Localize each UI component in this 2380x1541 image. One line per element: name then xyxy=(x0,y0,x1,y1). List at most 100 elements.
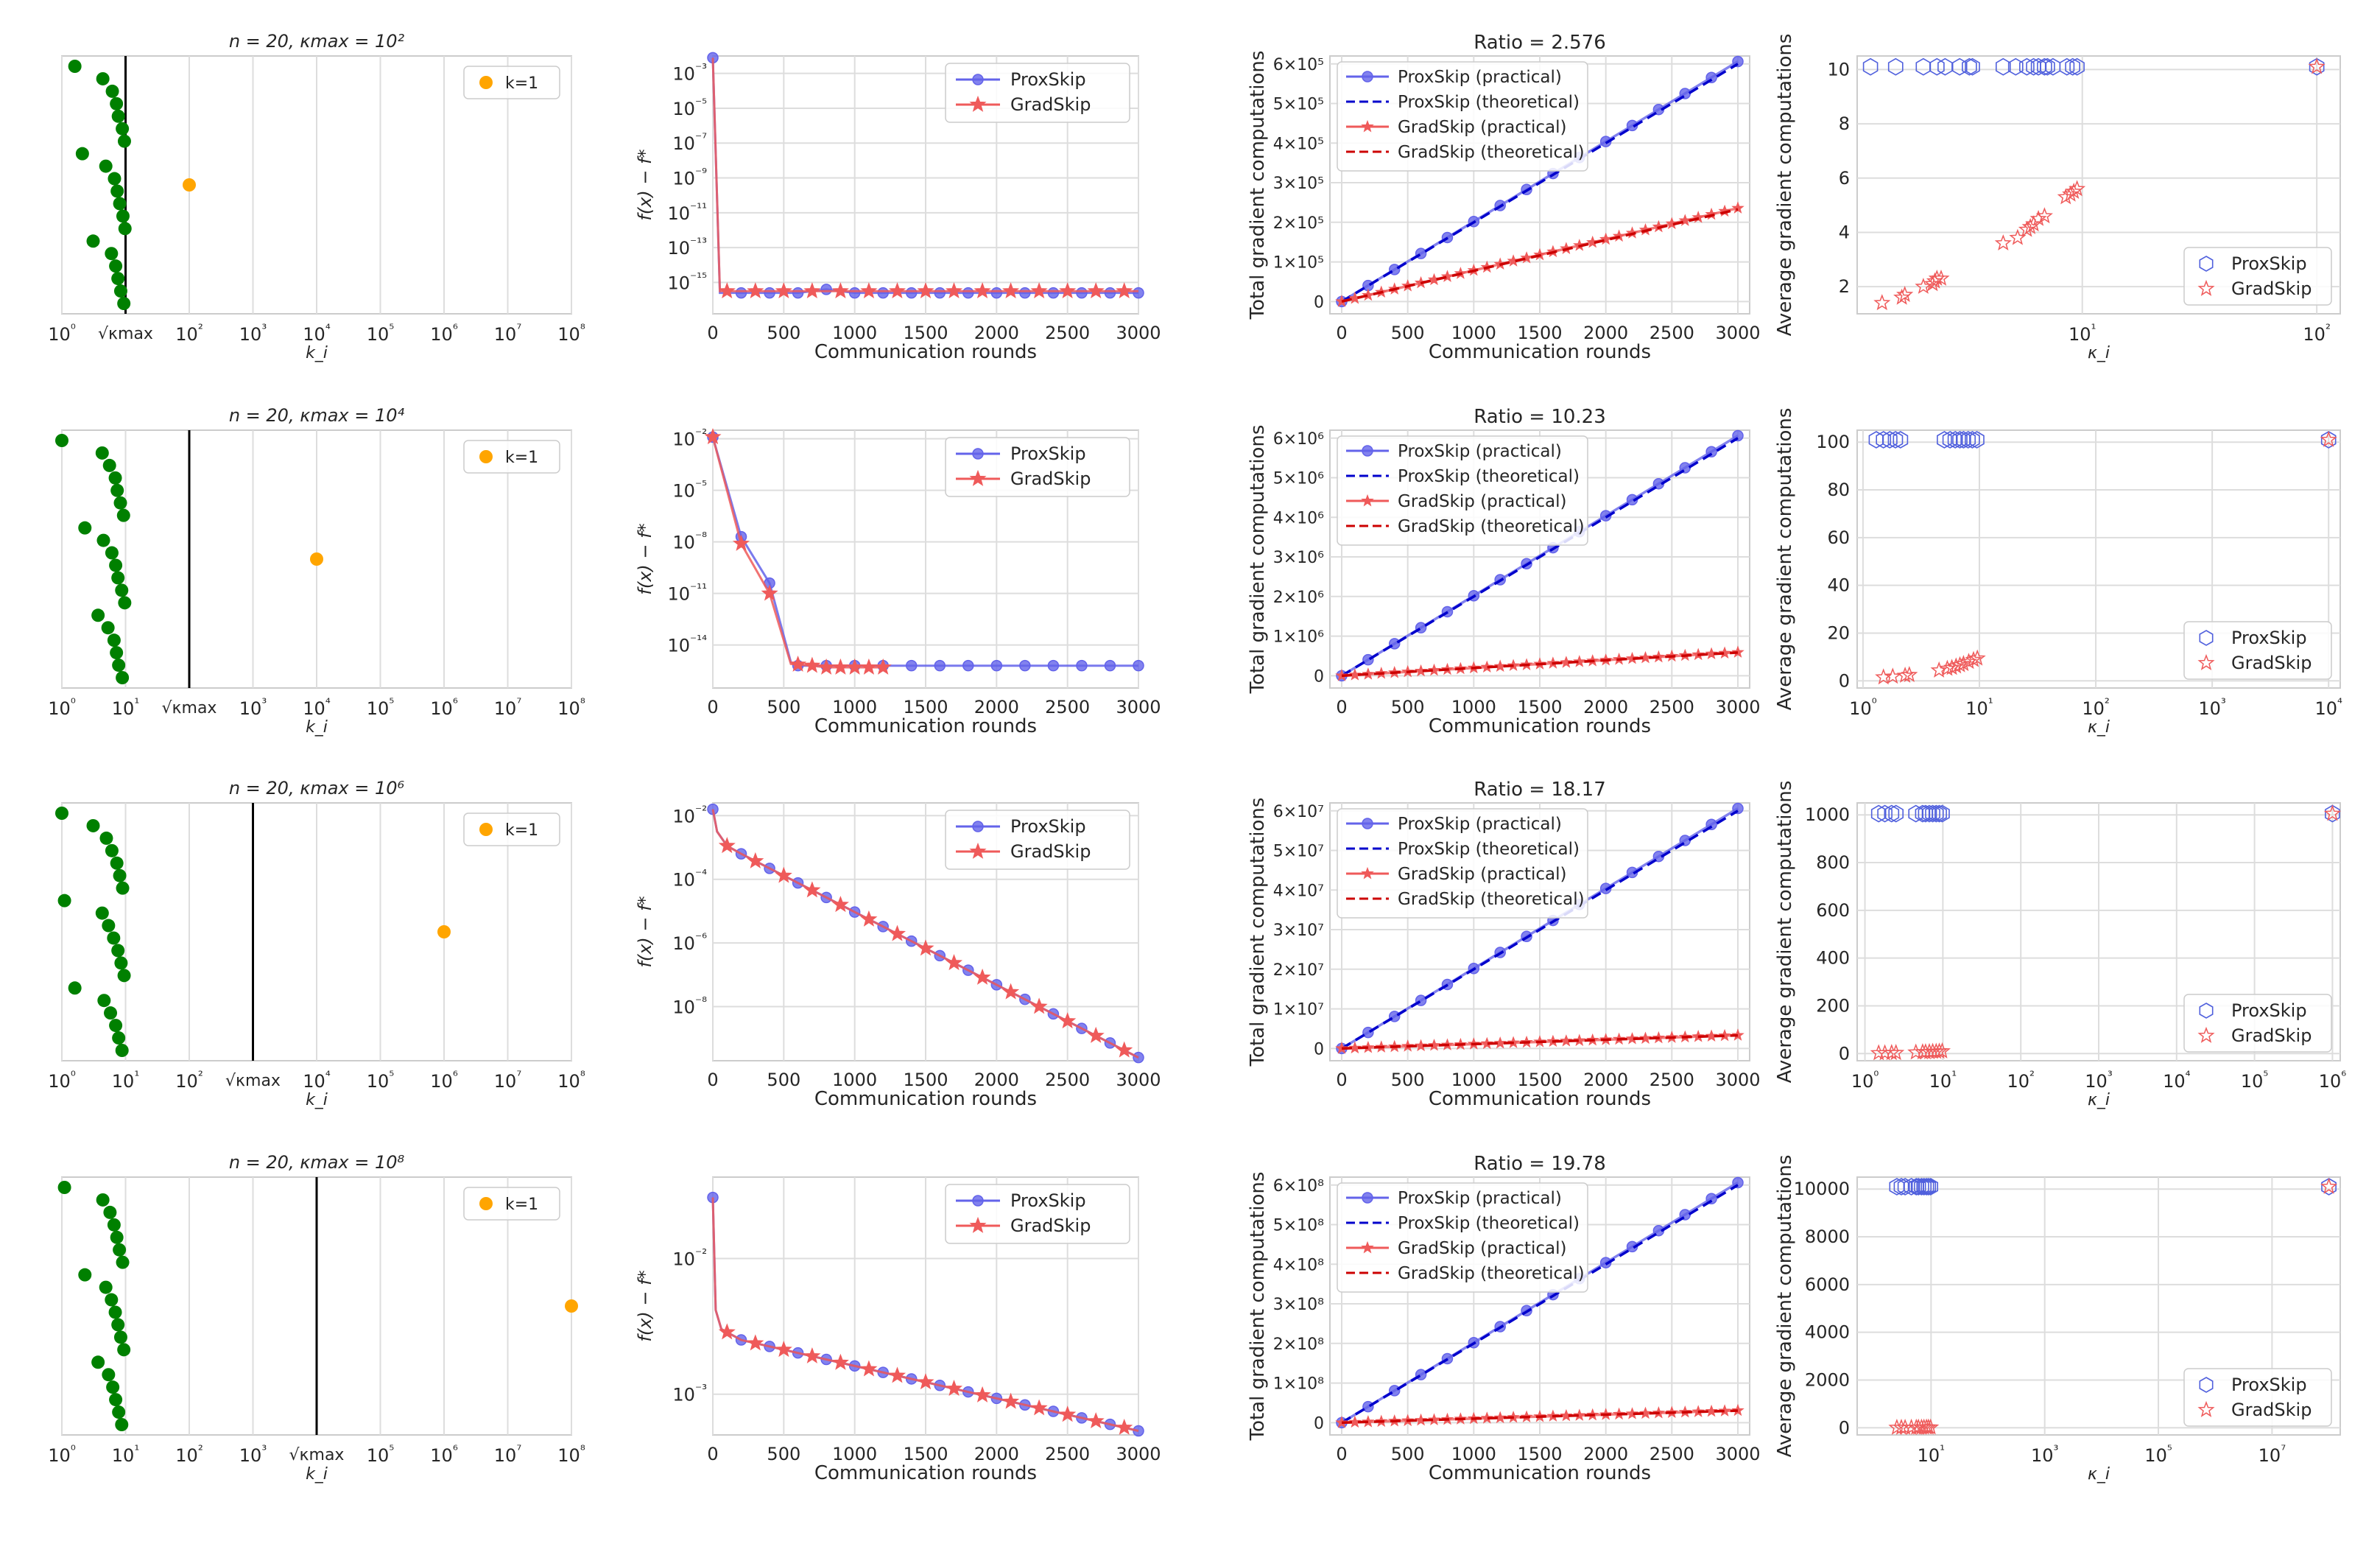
tick-label: 6×10⁷ xyxy=(1273,803,1324,821)
tick-label: 3000 xyxy=(1116,1070,1161,1090)
legend-marker xyxy=(969,95,987,112)
kappa-point xyxy=(105,247,119,261)
tick-label: 10⁻² xyxy=(672,804,707,826)
series-marker xyxy=(1705,1029,1718,1042)
tick-label: 10² xyxy=(2007,1069,2034,1092)
convergence-panel: 0 500 1000 1500 2000 2500 3000 10⁻² 10⁻⁴ 10⁻⁶ 10⁻⁸… xyxy=(635,802,1161,1110)
proxskip-point xyxy=(1876,431,1892,449)
legend-label: k=1 xyxy=(505,449,538,467)
series-marker xyxy=(1104,287,1116,299)
legend-label: ProxSkip xyxy=(2231,1375,2307,1395)
legend-marker xyxy=(2197,1026,2215,1043)
series-marker xyxy=(1047,659,1060,672)
tick-label: 1000 xyxy=(832,697,877,717)
tick-label: 2500 xyxy=(1045,697,1090,717)
series-marker xyxy=(1731,1028,1744,1041)
tick-label: 10⁷ xyxy=(494,696,522,719)
series-line xyxy=(1341,63,1739,303)
kappa-point xyxy=(112,1031,126,1045)
tick-label: 10⁻⁵ xyxy=(672,479,707,502)
series-line xyxy=(1341,208,1739,303)
tick-label: 10⁵ xyxy=(367,696,395,719)
tick-label: 5×10⁸ xyxy=(1273,1217,1324,1235)
y-axis-label: Average gradient computations xyxy=(1774,1155,1796,1458)
kappa-point xyxy=(109,1393,123,1407)
panel-title: n = 20, κmax = 10⁴ xyxy=(229,405,405,426)
proxskip-point xyxy=(1934,804,1950,823)
proxskip-point xyxy=(1893,431,1909,449)
proxskip-point xyxy=(2321,1178,2337,1196)
tick-label: 3×10⁸ xyxy=(1273,1296,1324,1314)
tick-label: 80 xyxy=(1827,480,1850,500)
series-marker xyxy=(974,282,991,299)
kappa-point xyxy=(101,621,115,635)
series-marker xyxy=(877,287,889,299)
legend-marker xyxy=(1362,445,1373,457)
proxskip-point xyxy=(1884,804,1900,823)
legend-marker xyxy=(969,842,987,859)
x-axis-label: Communication rounds xyxy=(1429,715,1651,737)
tick-label: 10¹ xyxy=(112,1069,139,1092)
tick-label: 2000 xyxy=(1583,1444,1628,1464)
tick-label: 10³ xyxy=(2031,1443,2059,1466)
kappa-point xyxy=(78,521,92,535)
tick-label: 10⁶ xyxy=(430,322,458,345)
x-axis-label: κ_i xyxy=(2088,718,2110,737)
series-marker xyxy=(1047,287,1060,299)
tick-label: 10² xyxy=(2082,696,2109,719)
kappa-point xyxy=(117,1343,131,1357)
series-marker xyxy=(888,924,906,941)
legend-marker xyxy=(969,1216,987,1233)
tick-label: 10⁴ xyxy=(303,696,331,719)
gradskip-point xyxy=(1922,1418,1940,1435)
panel-title: Ratio = 18.17 xyxy=(1474,779,1606,801)
series-marker xyxy=(1002,282,1020,299)
series-marker xyxy=(1493,1411,1507,1424)
tick-label: 4×10⁷ xyxy=(1273,882,1324,900)
legend-box xyxy=(463,66,560,99)
tick-label: 500 xyxy=(767,323,800,343)
series-marker xyxy=(1116,1418,1133,1435)
kappa-point xyxy=(115,583,129,597)
tick-label: 2000 xyxy=(1583,323,1628,343)
kappa-point xyxy=(110,1230,124,1244)
proxskip-point xyxy=(1914,1178,1929,1196)
series-marker xyxy=(1573,1033,1586,1047)
gradskip-point xyxy=(1883,1044,1901,1061)
kappa-point xyxy=(115,1044,129,1057)
series-marker xyxy=(1348,1041,1362,1054)
series-marker xyxy=(1348,668,1362,681)
x-axis-label: k_i xyxy=(306,1465,328,1484)
tick-label: 10⁵ xyxy=(367,1443,395,1466)
kappa-point xyxy=(109,558,123,572)
tick-label: 6×10⁵ xyxy=(1273,56,1324,74)
tick-label: 5×10⁵ xyxy=(1273,96,1324,114)
tick-label: 1000 xyxy=(832,1070,877,1090)
y-axis-label: Average gradient computations xyxy=(1774,781,1796,1084)
kappa-point xyxy=(116,671,130,684)
series-marker xyxy=(761,584,778,601)
legend-label: k=1 xyxy=(505,1196,538,1214)
series-marker xyxy=(1638,650,1652,664)
series-marker xyxy=(1414,1413,1428,1426)
tick-label: 2500 xyxy=(1650,1070,1694,1090)
kappa-point xyxy=(75,147,89,161)
proxskip-point xyxy=(1965,431,1980,449)
series-marker xyxy=(1030,1399,1048,1416)
legend-label: ProxSkip (practical) xyxy=(1398,815,1562,834)
x-axis-label: Communication rounds xyxy=(814,1462,1037,1484)
kappa-point xyxy=(113,496,127,510)
tick-label: 10⁻¹⁴ xyxy=(667,633,707,656)
series-marker xyxy=(860,658,878,675)
legend-box xyxy=(463,812,560,846)
legend-label: ProxSkip (theoretical) xyxy=(1398,467,1580,486)
proxskip-point xyxy=(1887,431,1904,449)
legend-label: k=1 xyxy=(505,74,538,93)
series-marker xyxy=(1076,659,1088,672)
legend-box xyxy=(2183,994,2332,1053)
series-marker xyxy=(1731,645,1744,658)
x-axis-label: Communication rounds xyxy=(1429,1462,1651,1484)
legend-label: GradSkip xyxy=(1010,1215,1091,1236)
tick-label: 1000 xyxy=(1451,1444,1496,1464)
x-axis-label: k_i xyxy=(306,1091,328,1109)
